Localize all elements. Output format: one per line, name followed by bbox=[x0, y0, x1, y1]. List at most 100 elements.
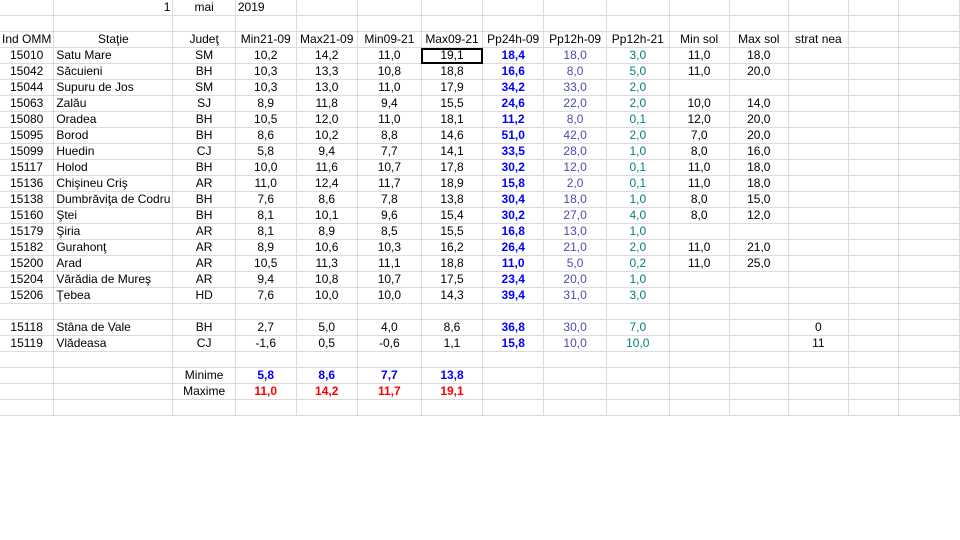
cell-strat-nea[interactable] bbox=[788, 175, 849, 192]
cell-pp12h-09[interactable]: 18,0 bbox=[543, 191, 607, 208]
cell-strat-nea[interactable] bbox=[788, 95, 849, 112]
cell-max-sol[interactable]: 18,0 bbox=[729, 159, 789, 176]
date-month-cell[interactable]: mai bbox=[172, 0, 236, 16]
cell-ind-omm[interactable]: 15095 bbox=[0, 127, 55, 144]
cell-pp12h-21[interactable]: 0,2 bbox=[606, 255, 670, 272]
cell-min21-09[interactable]: 8,9 bbox=[235, 95, 297, 112]
cell-judet[interactable]: BH bbox=[172, 207, 236, 224]
cell-pp12h-21[interactable]: 2,0 bbox=[606, 127, 670, 144]
cell-pp12h-09[interactable]: 2,0 bbox=[543, 175, 607, 192]
cell-pp12h-09[interactable]: 18,0 bbox=[543, 47, 607, 64]
cell-pp12h-21[interactable]: 3,0 bbox=[606, 287, 670, 304]
header-min09-21[interactable]: Min09-21 bbox=[357, 31, 422, 48]
cell-strat-nea[interactable] bbox=[788, 143, 849, 160]
cell-ind-omm[interactable]: 15063 bbox=[0, 95, 55, 112]
cell-statie[interactable]: Holod bbox=[53, 159, 174, 176]
cell-max21-09[interactable]: 10,1 bbox=[296, 207, 358, 224]
cell-max09-21[interactable]: 14,1 bbox=[421, 143, 484, 160]
cell-pp24h-09[interactable]: 23,4 bbox=[482, 271, 545, 288]
cell-pp12h-09[interactable]: 22,0 bbox=[543, 95, 607, 112]
cell-max09-21[interactable]: 18,8 bbox=[421, 255, 484, 272]
cell-max09-21[interactable]: 17,8 bbox=[421, 159, 484, 176]
cell-max09-21[interactable]: 18,1 bbox=[421, 111, 484, 128]
cell-min-sol[interactable]: 11,0 bbox=[669, 175, 730, 192]
cell-judet[interactable]: BH bbox=[172, 63, 236, 80]
cell-min09-21[interactable]: 7,7 bbox=[357, 143, 422, 160]
cell-min-sol[interactable]: 12,0 bbox=[669, 111, 730, 128]
cell-max09-21[interactable]: 14,3 bbox=[421, 287, 484, 304]
maxime-row-value[interactable]: 19,1 bbox=[421, 383, 484, 400]
cell-statie[interactable]: Huedin bbox=[53, 143, 174, 160]
cell-max09-21[interactable]: 17,9 bbox=[421, 79, 484, 96]
cell-ind-omm[interactable]: 15118 bbox=[0, 319, 55, 336]
cell-min-sol[interactable] bbox=[669, 223, 730, 240]
header-pp12h-09[interactable]: Pp12h-09 bbox=[543, 31, 607, 48]
cell-pp12h-09[interactable]: 8,0 bbox=[543, 63, 607, 80]
cell-strat-nea[interactable] bbox=[788, 271, 849, 288]
cell-max-sol[interactable]: 21,0 bbox=[729, 239, 789, 256]
cell-min21-09[interactable]: 10,5 bbox=[235, 111, 297, 128]
cell-ind-omm[interactable]: 15080 bbox=[0, 111, 55, 128]
cell-min21-09[interactable]: 10,0 bbox=[235, 159, 297, 176]
cell-pp12h-09[interactable]: 10,0 bbox=[543, 335, 607, 352]
cell-min09-21[interactable]: 10,3 bbox=[357, 239, 422, 256]
cell-min09-21[interactable]: 7,8 bbox=[357, 191, 422, 208]
cell-judet[interactable]: AR bbox=[172, 223, 236, 240]
cell-pp12h-21[interactable]: 5,0 bbox=[606, 63, 670, 80]
cell-max-sol[interactable]: 16,0 bbox=[729, 143, 789, 160]
cell-pp12h-09[interactable]: 30,0 bbox=[543, 319, 607, 336]
cell-max09-21[interactable]: 18,9 bbox=[421, 175, 484, 192]
cell-statie[interactable]: Arad bbox=[53, 255, 174, 272]
cell-judet[interactable]: CJ bbox=[172, 335, 236, 352]
cell-judet[interactable]: BH bbox=[172, 191, 236, 208]
cell-pp24h-09[interactable]: 11,2 bbox=[482, 111, 545, 128]
cell-pp12h-09[interactable]: 31,0 bbox=[543, 287, 607, 304]
header-ind-omm[interactable]: Ind OMM bbox=[0, 31, 55, 48]
cell-pp12h-09[interactable]: 13,0 bbox=[543, 223, 607, 240]
cell-pp24h-09[interactable]: 11,0 bbox=[482, 255, 545, 272]
minime-row-value[interactable]: 8,6 bbox=[296, 367, 358, 384]
header-judet[interactable]: Judeţ bbox=[172, 31, 236, 48]
cell-strat-nea[interactable] bbox=[788, 159, 849, 176]
cell-max09-21[interactable]: 13,8 bbox=[421, 191, 484, 208]
cell-min09-21[interactable]: 10,8 bbox=[357, 63, 422, 80]
cell-statie[interactable]: Zalău bbox=[53, 95, 174, 112]
cell-min21-09[interactable]: 7,6 bbox=[235, 191, 297, 208]
cell-pp12h-09[interactable]: 33,0 bbox=[543, 79, 607, 96]
cell-min21-09[interactable]: 11,0 bbox=[235, 175, 297, 192]
cell-min09-21[interactable]: 8,8 bbox=[357, 127, 422, 144]
cell-pp12h-21[interactable]: 2,0 bbox=[606, 95, 670, 112]
cell-min-sol[interactable]: 8,0 bbox=[669, 191, 730, 208]
cell-pp12h-09[interactable]: 42,0 bbox=[543, 127, 607, 144]
minime-row-value[interactable]: 5,8 bbox=[235, 367, 297, 384]
cell-strat-nea[interactable] bbox=[788, 47, 849, 64]
cell-max21-09[interactable]: 5,0 bbox=[296, 319, 358, 336]
cell-min21-09[interactable]: 8,1 bbox=[235, 223, 297, 240]
cell-pp24h-09[interactable]: 30,4 bbox=[482, 191, 545, 208]
header-pp12h-21[interactable]: Pp12h-21 bbox=[606, 31, 670, 48]
cell-max-sol[interactable] bbox=[729, 287, 789, 304]
cell-strat-nea[interactable] bbox=[788, 191, 849, 208]
cell-max-sol[interactable] bbox=[729, 335, 789, 352]
cell-statie[interactable]: Ţebea bbox=[53, 287, 174, 304]
cell-max09-21[interactable]: 8,6 bbox=[421, 319, 484, 336]
cell-max-sol[interactable]: 20,0 bbox=[729, 111, 789, 128]
cell-min21-09[interactable]: 10,5 bbox=[235, 255, 297, 272]
cell-max-sol[interactable]: 20,0 bbox=[729, 127, 789, 144]
cell-max-sol[interactable]: 18,0 bbox=[729, 175, 789, 192]
cell-max21-09[interactable]: 10,8 bbox=[296, 271, 358, 288]
cell-ind-omm[interactable]: 15099 bbox=[0, 143, 55, 160]
cell-max09-21[interactable]: 15,5 bbox=[421, 95, 484, 112]
cell-min-sol[interactable]: 10,0 bbox=[669, 95, 730, 112]
cell-min-sol[interactable] bbox=[669, 335, 730, 352]
cell-min-sol[interactable]: 11,0 bbox=[669, 63, 730, 80]
cell-max09-21[interactable]: 19,1 bbox=[421, 47, 484, 64]
cell-pp12h-21[interactable]: 3,0 bbox=[606, 47, 670, 64]
cell-strat-nea[interactable] bbox=[788, 111, 849, 128]
cell-pp12h-09[interactable]: 8,0 bbox=[543, 111, 607, 128]
cell-max21-09[interactable]: 13,3 bbox=[296, 63, 358, 80]
cell-pp24h-09[interactable]: 30,2 bbox=[482, 207, 545, 224]
cell-min21-09[interactable]: 8,1 bbox=[235, 207, 297, 224]
cell-max21-09[interactable]: 14,2 bbox=[296, 47, 358, 64]
cell-judet[interactable]: HD bbox=[172, 287, 236, 304]
